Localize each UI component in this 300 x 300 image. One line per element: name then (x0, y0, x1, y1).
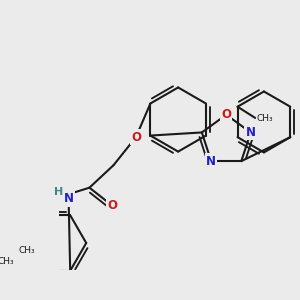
Text: N: N (206, 154, 216, 168)
Text: CH₃: CH₃ (0, 256, 14, 266)
Text: H: H (59, 191, 68, 201)
Text: CH₃: CH₃ (257, 114, 273, 123)
Text: H: H (54, 188, 64, 197)
Text: N: N (64, 192, 74, 206)
Text: O: O (221, 108, 231, 121)
Text: O: O (131, 131, 141, 144)
Text: CH₃: CH₃ (19, 246, 35, 255)
Text: N: N (246, 126, 256, 139)
Text: O: O (107, 199, 117, 212)
